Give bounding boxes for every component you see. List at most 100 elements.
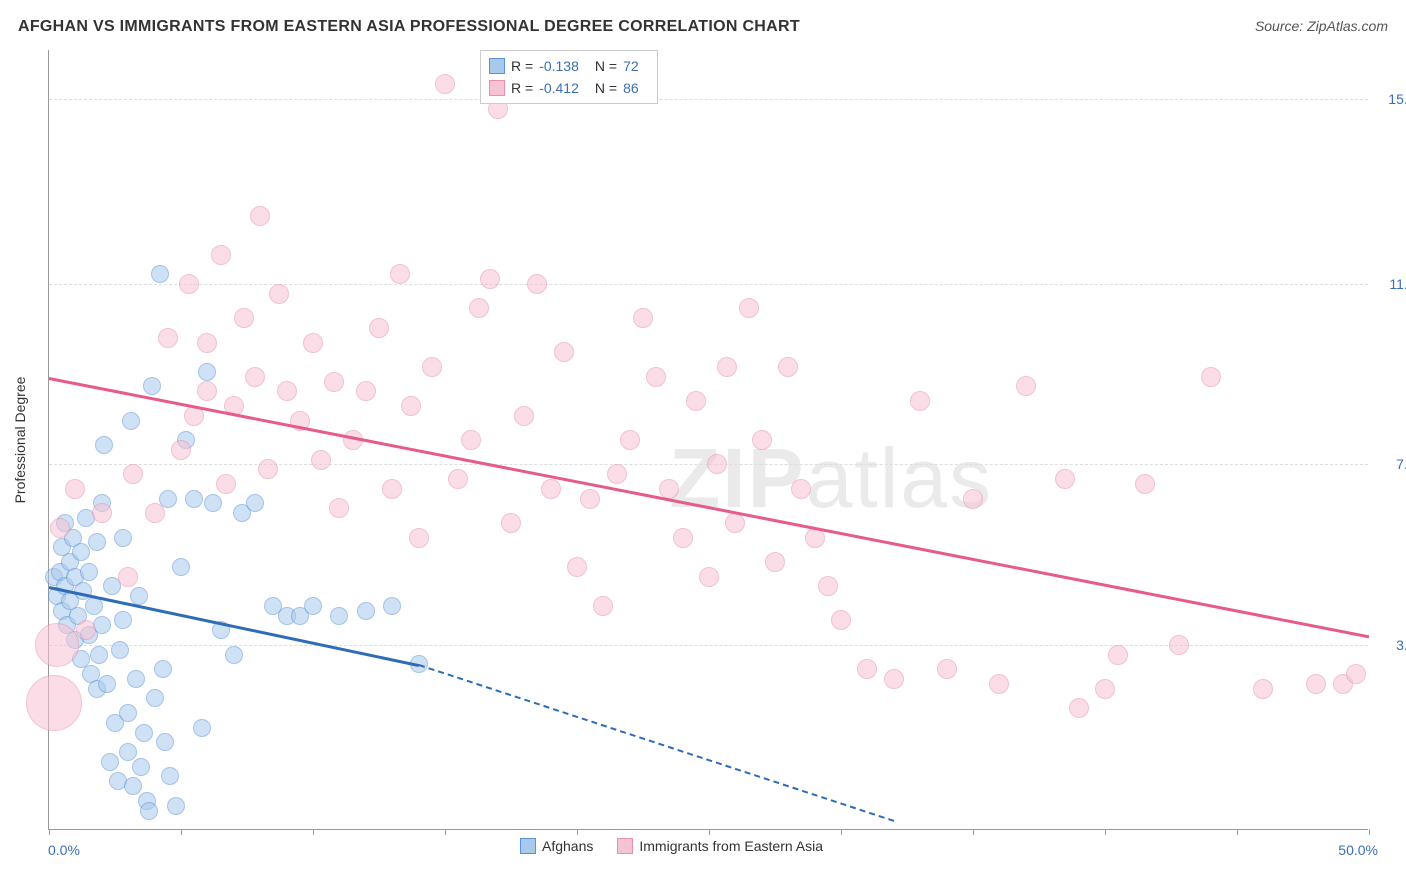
data-point	[277, 381, 297, 401]
data-point	[197, 333, 217, 353]
legend-swatch	[489, 58, 505, 74]
data-point	[234, 308, 254, 328]
x-tick	[1369, 829, 1370, 835]
gridline	[49, 99, 1368, 100]
data-point	[633, 308, 653, 328]
data-point	[304, 597, 322, 615]
data-point	[158, 328, 178, 348]
data-point	[1016, 376, 1036, 396]
chart-title: AFGHAN VS IMMIGRANTS FROM EASTERN ASIA P…	[18, 18, 800, 36]
data-point	[1135, 474, 1155, 494]
n-label: N =	[595, 58, 617, 74]
r-value: -0.412	[539, 80, 579, 96]
x-tick	[1237, 829, 1238, 835]
data-point	[527, 274, 547, 294]
data-point	[369, 318, 389, 338]
data-point	[145, 503, 165, 523]
data-point	[92, 503, 112, 523]
data-point	[119, 743, 137, 761]
data-point	[480, 269, 500, 289]
data-point	[88, 533, 106, 551]
data-point	[156, 733, 174, 751]
data-point	[356, 381, 376, 401]
stats-row: R =-0.138N =72	[489, 55, 649, 77]
data-point	[179, 274, 199, 294]
legend-label: Immigrants from Eastern Asia	[639, 838, 823, 854]
data-point	[910, 391, 930, 411]
data-point	[1069, 698, 1089, 718]
data-point	[76, 620, 96, 640]
data-point	[90, 646, 108, 664]
data-point	[211, 245, 231, 265]
data-point	[258, 459, 278, 479]
data-point	[204, 494, 222, 512]
data-point	[567, 557, 587, 577]
data-point	[989, 674, 1009, 694]
n-label: N =	[595, 80, 617, 96]
plot-area: ZIPatlas 3.8%7.5%11.2%15.0%	[48, 50, 1368, 830]
data-point	[72, 543, 90, 561]
data-point	[119, 704, 137, 722]
data-point	[1306, 674, 1326, 694]
data-point	[118, 567, 138, 587]
data-point	[1108, 645, 1128, 665]
data-point	[329, 498, 349, 518]
data-point	[765, 552, 785, 572]
data-point	[124, 777, 142, 795]
data-point	[659, 479, 679, 499]
data-point	[831, 610, 851, 630]
legend-label: Afghans	[542, 838, 593, 854]
x-tick	[49, 829, 50, 835]
x-tick	[709, 829, 710, 835]
data-point	[554, 342, 574, 362]
x-tick	[313, 829, 314, 835]
data-point	[778, 357, 798, 377]
data-point	[580, 489, 600, 509]
data-point	[127, 670, 145, 688]
data-point	[357, 602, 375, 620]
data-point	[857, 659, 877, 679]
data-point	[250, 206, 270, 226]
r-value: -0.138	[539, 58, 579, 74]
x-axis-min-label: 0.0%	[48, 842, 80, 858]
data-point	[246, 494, 264, 512]
data-point	[1169, 635, 1189, 655]
legend-swatch	[489, 80, 505, 96]
data-point	[143, 377, 161, 395]
data-point	[717, 357, 737, 377]
data-point	[390, 264, 410, 284]
r-label: R =	[511, 58, 533, 74]
stats-legend: R =-0.138N =72R =-0.412N =86	[480, 50, 658, 104]
stats-row: R =-0.412N =86	[489, 77, 649, 99]
data-point	[65, 479, 85, 499]
data-point	[752, 430, 772, 450]
data-point	[135, 724, 153, 742]
gridline	[49, 284, 1368, 285]
data-point	[101, 753, 119, 771]
data-point	[791, 479, 811, 499]
data-point	[26, 675, 82, 731]
data-point	[146, 689, 164, 707]
x-tick	[181, 829, 182, 835]
data-point	[1346, 664, 1366, 684]
data-point	[98, 675, 116, 693]
data-point	[151, 265, 169, 283]
y-tick-label: 11.2%	[1378, 276, 1406, 292]
legend-swatch	[520, 838, 536, 854]
data-point	[620, 430, 640, 450]
data-point	[646, 367, 666, 387]
data-point	[114, 611, 132, 629]
x-tick	[445, 829, 446, 835]
data-point	[422, 357, 442, 377]
x-tick	[841, 829, 842, 835]
data-point	[1055, 469, 1075, 489]
data-point	[1201, 367, 1221, 387]
data-point	[884, 669, 904, 689]
data-point	[593, 596, 613, 616]
data-point	[159, 490, 177, 508]
y-axis-title: Professional Degree	[12, 377, 28, 504]
data-point	[140, 802, 158, 820]
legend-swatch	[617, 838, 633, 854]
data-point	[132, 758, 150, 776]
data-point	[330, 607, 348, 625]
